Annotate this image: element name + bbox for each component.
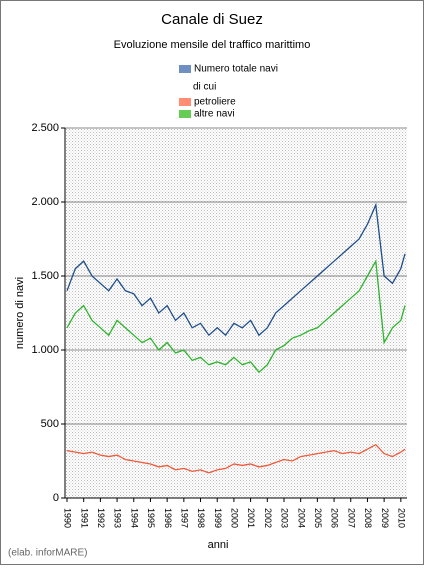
y-tick-label: 500 xyxy=(41,418,59,430)
x-tick-label: 1999 xyxy=(213,508,223,528)
plot-area xyxy=(65,128,407,498)
series-line xyxy=(66,259,406,374)
x-tick-label: 1996 xyxy=(163,508,173,528)
x-tick-label: 2005 xyxy=(313,508,323,528)
y-tick-label: 1.500 xyxy=(31,270,59,282)
legend-label: Numero totale navi xyxy=(194,64,278,75)
y-tick-label: 2.000 xyxy=(31,196,59,208)
x-tick-label: 2008 xyxy=(363,508,373,528)
legend-label: petroliere xyxy=(194,97,236,108)
x-tick-label: 2002 xyxy=(263,508,273,528)
x-tick-label: 1990 xyxy=(63,508,73,528)
x-tick-label: 1998 xyxy=(196,508,206,528)
x-tick-label: 2004 xyxy=(296,508,306,528)
x-tick-label: 1993 xyxy=(113,508,123,528)
x-tick-label: 1992 xyxy=(96,508,106,528)
x-tick-label: 2010 xyxy=(396,508,406,528)
y-axis-label: numero di navi xyxy=(14,277,26,349)
legend-note: di cui xyxy=(193,82,216,93)
series-line xyxy=(66,443,406,474)
series-line xyxy=(66,202,406,337)
y-tick-label: 1.000 xyxy=(31,344,59,356)
source: (elab. inforMARE) xyxy=(8,548,87,559)
x-tick-label: 2003 xyxy=(280,508,290,528)
legend-swatch xyxy=(179,110,191,118)
x-tick-label: 1997 xyxy=(179,508,189,528)
x-tick-label: 1995 xyxy=(146,508,156,528)
x-tick-label: 2001 xyxy=(246,508,256,528)
x-tick-label: 1994 xyxy=(129,508,139,528)
x-axis-label: anni xyxy=(208,539,229,551)
chart-title: Canale di Suez xyxy=(161,11,263,28)
x-tick-label: 2006 xyxy=(330,508,340,528)
y-tick-label: 0 xyxy=(53,492,59,504)
x-tick-label: 2007 xyxy=(346,508,356,528)
legend-swatch xyxy=(179,98,191,106)
legend-label: altre navi xyxy=(194,109,235,120)
x-tick-label: 1991 xyxy=(79,508,89,528)
chart-subtitle: Evoluzione mensile del traffico marittim… xyxy=(114,39,311,51)
y-tick-label: 2.500 xyxy=(31,122,59,134)
legend-swatch xyxy=(179,65,191,73)
x-tick-label: 2000 xyxy=(230,508,240,528)
x-tick-label: 2009 xyxy=(380,508,390,528)
